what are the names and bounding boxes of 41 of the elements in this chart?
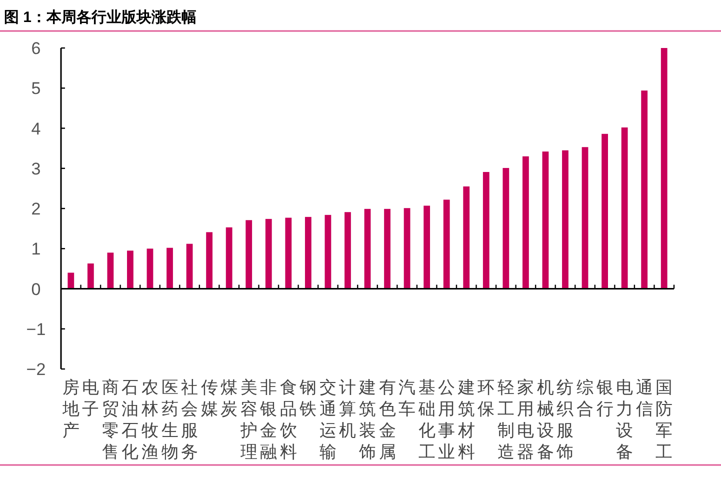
xtick: 电子 [82,378,100,418]
xtick: 建筑材料 [458,378,475,462]
xtick: 银行 [596,378,614,418]
xtick: 商贸零售 [102,378,119,462]
xtick: 传媒 [200,378,218,418]
ytick: 6 [31,39,41,58]
ytick: 3 [31,159,41,178]
xtick: 美容护理 [240,378,258,462]
title: 图 1：本周各行业版块涨跌幅 [4,9,197,26]
xtick: 环保 [478,378,495,418]
xtick: 医药生物 [161,378,178,462]
ytick: −2 [26,360,46,379]
xtick: 房地产 [62,378,80,440]
xtick: 国防军工 [656,378,673,462]
xtick: 农林牧渔 [141,378,158,462]
xtick: 社会服务 [181,378,198,462]
xtick: 交通运输 [319,378,336,462]
xtick: 建筑装饰 [359,378,376,462]
ytick: 1 [31,240,41,259]
xtick: 公用事业 [438,378,456,462]
xtick: 纺织服饰 [556,378,574,462]
xtick: 家用电器 [517,378,534,462]
xtick: 石油石化 [122,378,139,462]
xtick: 机械设备 [536,378,554,462]
xtick: 有色金属 [378,378,396,462]
xtick: 非银金融 [260,378,278,462]
xtick: 汽车 [398,378,416,418]
xtick: 轻工制造 [497,378,514,462]
xtick: 基础化工 [418,378,436,462]
xtick: 钢铁 [300,378,317,418]
xtick: 综合 [576,378,594,418]
xtick: 计算机 [339,378,356,440]
ytick: 5 [31,79,41,98]
xtick: 通信 [636,378,653,418]
ytick: 2 [31,200,41,218]
xtick: 食品饮料 [280,378,297,462]
xtick: 电力设备 [616,378,634,462]
ytick: 0 [31,280,41,299]
ytick: 4 [31,119,41,138]
ytick: −1 [26,320,46,339]
xtick: 煤炭 [220,378,238,418]
